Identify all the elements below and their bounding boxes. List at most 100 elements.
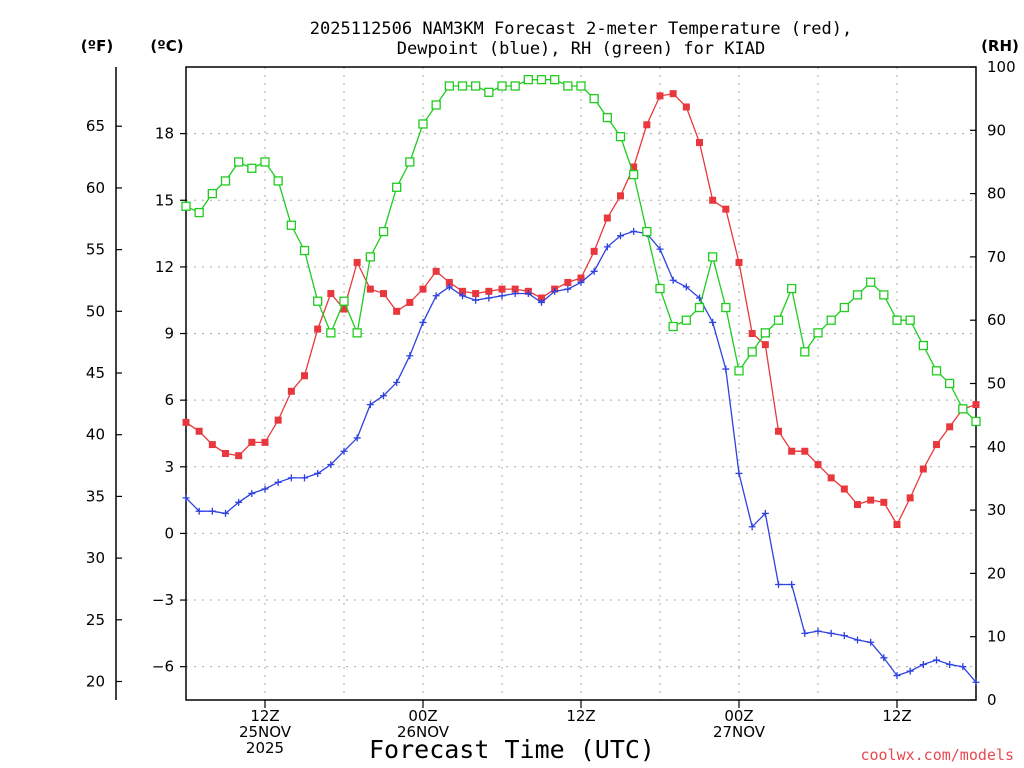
- rh-point: [800, 347, 810, 357]
- temperature-point: [577, 274, 585, 282]
- rh-point: [220, 176, 231, 186]
- temperature-point: [261, 438, 269, 446]
- rh-point: [852, 290, 863, 300]
- celsius-tick-label: 3: [164, 458, 174, 476]
- rh-point: [299, 245, 310, 256]
- dewpoint-point: [235, 498, 243, 506]
- dewpoint-point: [840, 632, 848, 640]
- fahrenheit-unit-label: (ºF): [81, 37, 113, 55]
- temperature-point: [222, 449, 229, 457]
- dewpoint-point: [748, 523, 756, 531]
- rh-point: [392, 182, 402, 192]
- dewpoint-point: [656, 245, 664, 253]
- celsius-tick-label: 0: [164, 524, 174, 542]
- dewpoint-point: [906, 667, 914, 675]
- plot-frame: [185, 66, 977, 701]
- fahrenheit-tick-label: 45: [86, 364, 105, 382]
- fahrenheit-tick-label: 30: [86, 549, 105, 567]
- temperature-point: [182, 418, 190, 426]
- rh-point: [339, 296, 349, 306]
- rh-point: [471, 81, 481, 91]
- temperature-point: [327, 290, 335, 298]
- fahrenheit-tick-label: 40: [86, 426, 105, 444]
- rh-point: [721, 302, 731, 313]
- temperature-point: [722, 205, 730, 213]
- rh-point: [431, 100, 441, 110]
- rh-tick-label: 80: [987, 185, 1006, 203]
- rh-tick-label: 10: [987, 628, 1006, 646]
- chart-title-line1: 2025112506 NAM3KM Forecast 2-meter Tempe…: [310, 19, 852, 39]
- temperature-point: [445, 278, 453, 286]
- temperature-point: [380, 290, 387, 298]
- rh-unit-label: (RH): [981, 37, 1019, 55]
- dewpoint-point: [274, 478, 282, 486]
- temperature-point: [538, 294, 545, 302]
- dewpoint-point: [577, 278, 585, 286]
- dewpoint-point: [524, 290, 532, 298]
- temperature-point: [827, 474, 835, 482]
- rh-point: [905, 315, 915, 325]
- dewpoint-point: [590, 267, 598, 275]
- temperature-point: [314, 325, 322, 333]
- dewpoint-point: [933, 656, 940, 664]
- dewpoint-point: [880, 654, 888, 662]
- dewpoint-point: [419, 318, 427, 326]
- temperature-point: [893, 521, 901, 529]
- dewpoint-point: [222, 509, 229, 517]
- fahrenheit-tick-label: 20: [86, 672, 105, 690]
- temperature-point: [235, 452, 243, 460]
- temperature-point: [248, 438, 256, 446]
- rh-point: [550, 75, 560, 85]
- rh-tick-label: 100: [987, 58, 1016, 76]
- rh-point: [615, 131, 626, 142]
- dewpoint-point: [735, 469, 743, 477]
- temperature-point: [459, 287, 466, 295]
- rh-tick-label: 50: [987, 375, 1006, 393]
- temperature-point: [406, 298, 414, 306]
- rh-point: [260, 157, 270, 167]
- celsius-tick-label: 6: [164, 391, 174, 409]
- x-tick-label: 12Z: [882, 707, 911, 725]
- rh-point: [839, 302, 849, 313]
- rh-tick-label: 20: [987, 564, 1006, 582]
- temperature-point: [656, 92, 664, 100]
- dewpoint-point: [722, 365, 730, 373]
- dewpoint-point: [761, 509, 769, 517]
- rh-tick-label: 0: [987, 691, 997, 709]
- temperature-point: [788, 447, 796, 455]
- rh-point: [365, 252, 375, 262]
- dewpoint-point: [393, 378, 401, 386]
- x-tick-label: 27NOV: [713, 723, 766, 741]
- x-tick-label: 00Z: [724, 707, 753, 725]
- temperature-point: [867, 496, 875, 504]
- rh-point: [510, 81, 520, 91]
- x-tick-label: 2025: [246, 739, 284, 757]
- dewpoint-point: [709, 318, 717, 326]
- celsius-tick-label: 9: [164, 325, 174, 343]
- credit-label: coolwx.com/models: [860, 746, 1014, 764]
- temperature-point: [564, 278, 572, 286]
- celsius-tick-label: 15: [155, 191, 174, 209]
- series-layer: [181, 75, 981, 686]
- dewpoint-point: [195, 507, 203, 515]
- rh-point: [576, 81, 586, 91]
- chart-title-line2: Dewpoint (blue), RH (green) for KIAD: [397, 39, 765, 59]
- temperature-point: [287, 387, 295, 395]
- x-axis-label: Forecast Time (UTC): [369, 735, 655, 764]
- rh-point: [668, 321, 678, 332]
- rh-point: [405, 157, 415, 167]
- rh-point: [655, 283, 665, 294]
- rh-point: [207, 188, 217, 199]
- temperature-point: [393, 307, 401, 315]
- dewpoint-point: [867, 638, 875, 646]
- dewpoint-point: [893, 672, 901, 680]
- rh-point: [931, 366, 942, 376]
- temperature-point: [590, 247, 598, 255]
- dewpoint-point: [538, 298, 545, 306]
- dewpoint-point: [406, 352, 414, 360]
- x-tick-label: 00Z: [408, 707, 437, 725]
- rh-point: [313, 296, 323, 306]
- rh-point: [194, 207, 204, 218]
- rh-point: [681, 315, 691, 325]
- rh-point: [787, 283, 797, 294]
